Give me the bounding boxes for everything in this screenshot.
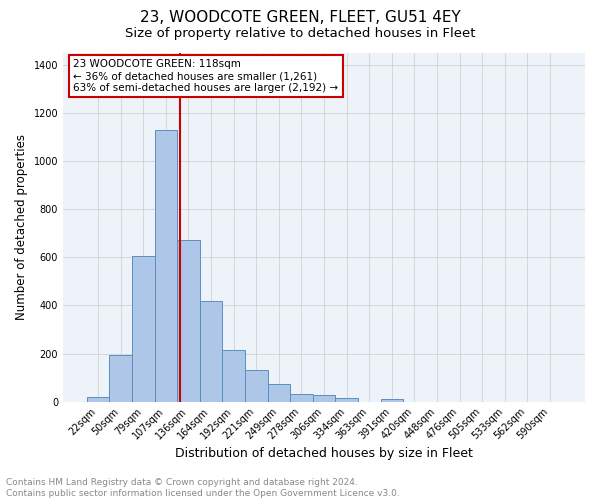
Bar xyxy=(268,384,290,402)
Bar xyxy=(313,395,335,402)
X-axis label: Distribution of detached houses by size in Fleet: Distribution of detached houses by size … xyxy=(175,447,473,460)
Bar xyxy=(132,256,155,402)
Bar xyxy=(155,130,177,402)
Text: 23, WOODCOTE GREEN, FLEET, GU51 4EY: 23, WOODCOTE GREEN, FLEET, GU51 4EY xyxy=(140,10,460,25)
Text: Size of property relative to detached houses in Fleet: Size of property relative to detached ho… xyxy=(125,28,475,40)
Bar xyxy=(245,370,268,402)
Bar xyxy=(223,350,245,402)
Bar xyxy=(290,394,313,402)
Text: 23 WOODCOTE GREEN: 118sqm
← 36% of detached houses are smaller (1,261)
63% of se: 23 WOODCOTE GREEN: 118sqm ← 36% of detac… xyxy=(73,60,338,92)
Bar xyxy=(177,240,200,402)
Bar xyxy=(109,354,132,402)
Bar xyxy=(200,300,223,402)
Bar xyxy=(87,398,109,402)
Bar xyxy=(380,398,403,402)
Text: Contains HM Land Registry data © Crown copyright and database right 2024.
Contai: Contains HM Land Registry data © Crown c… xyxy=(6,478,400,498)
Y-axis label: Number of detached properties: Number of detached properties xyxy=(15,134,28,320)
Bar xyxy=(335,398,358,402)
